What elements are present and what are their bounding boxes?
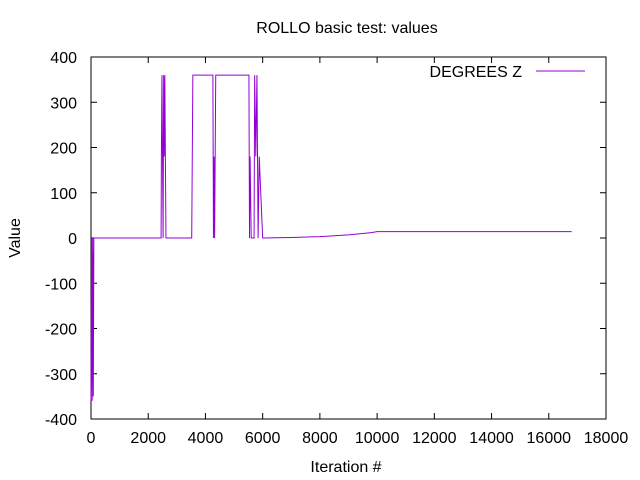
x-tick-label: 14000 — [469, 430, 514, 447]
x-axis-label: Iteration # — [310, 459, 381, 476]
legend-label-degrees-z: DEGREES Z — [430, 64, 523, 81]
x-tick-label: 6000 — [245, 430, 281, 447]
y-axis-label: Value — [7, 218, 24, 258]
legend: DEGREES Z — [430, 64, 585, 81]
x-tick-label: 10000 — [355, 430, 400, 447]
y-tick-label: 400 — [50, 50, 77, 67]
series-line-degrees-z — [90, 74, 572, 401]
x-tick-label: 4000 — [188, 430, 224, 447]
series-layer — [90, 74, 572, 401]
y-axis: 400 300 200 100 0 -100 -200 -300 -400 — [45, 50, 606, 429]
y-tick-label: -100 — [45, 276, 77, 293]
y-tick-label: -300 — [45, 367, 77, 384]
x-tick-label: 16000 — [527, 430, 572, 447]
x-tick-label: 8000 — [302, 430, 338, 447]
chart-title: ROLLO basic test: values — [256, 20, 437, 37]
x-tick-label: 12000 — [412, 430, 457, 447]
y-tick-label: -400 — [45, 412, 77, 429]
x-axis: 0 2000 4000 6000 8000 10000 12000 14000 16000 180… — [87, 57, 629, 447]
x-tick-label: 18000 — [584, 430, 629, 447]
x-tick-label: 2000 — [130, 430, 166, 447]
y-tick-label: 0 — [68, 231, 77, 248]
y-tick-label: 100 — [50, 186, 77, 203]
y-tick-label: -200 — [45, 322, 77, 339]
x-tick-label: 0 — [87, 430, 96, 447]
y-tick-label: 300 — [50, 95, 77, 112]
y-tick-label: 200 — [50, 141, 77, 158]
